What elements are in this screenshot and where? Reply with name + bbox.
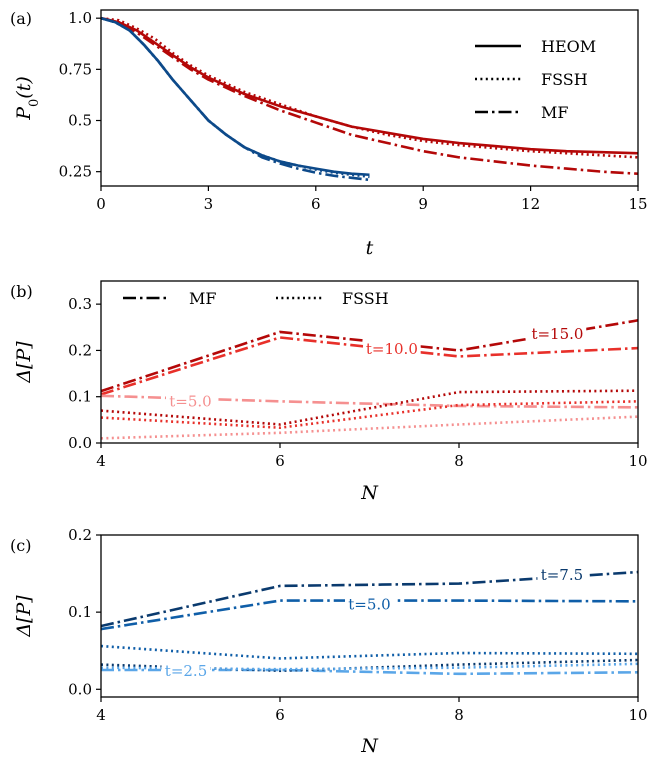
x-tick-label: 12 (521, 195, 540, 213)
x-tick-label: 10 (628, 452, 647, 470)
y-tick-label: 0.0 (68, 434, 92, 452)
series-line-dotted (101, 415, 638, 440)
panel-1: 4 6 8 10 0.0 0.1 0.2 0.3 N Δ[P] (b) t=5.0 t=10.0 t=15… (10, 280, 648, 504)
y-tick-label: 0.2 (68, 526, 92, 544)
series-line-dotted (101, 644, 638, 660)
panel-2: 4 6 8 10 0.0 0.1 0.2 N Δ[P] (c) t=2.5 t=5.0 t=7.5 (10, 526, 648, 757)
x-tick-label: 8 (454, 706, 464, 724)
x-tick-label: 6 (275, 706, 285, 724)
y-tick-label: 0.75 (59, 60, 92, 78)
legend-label: MF (541, 103, 568, 122)
annotation-label: t=7.5 (541, 566, 583, 584)
annotation-bg (166, 390, 215, 411)
legend-label: MF (189, 289, 216, 308)
series-line-dashdot (101, 16, 370, 182)
axes-frame (100, 9, 639, 187)
annotation-bg (363, 338, 421, 359)
x-tick-label: 8 (454, 452, 464, 470)
series-line-dotted (101, 389, 638, 426)
axes-frame (100, 534, 639, 698)
annotation-label: t=2.5 (165, 662, 207, 680)
x-axis-label: N (360, 735, 379, 757)
x-tick-label: 10 (628, 706, 647, 724)
annotation-label: t=5.0 (348, 595, 390, 613)
y-tick-label: 1.0 (68, 9, 92, 27)
legend: HEOM FSSH MF (475, 37, 596, 122)
legend: MF FSSH (123, 289, 389, 308)
annotation-label: t=5.0 (169, 392, 211, 410)
x-tick-label: 15 (628, 195, 647, 213)
y-tick-label: 0.25 (59, 163, 92, 181)
panel-label: (a) (10, 9, 32, 28)
annotation-bg (528, 323, 587, 344)
y-axis-label: Δ[P] (13, 341, 35, 384)
x-tick-label: 4 (96, 452, 106, 470)
x-tick-label: 3 (204, 195, 214, 213)
series-line-dashdot (101, 16, 638, 176)
legend-label: HEOM (541, 37, 596, 56)
x-tick-label: 0 (96, 195, 106, 213)
y-tick-label: 0.3 (68, 295, 92, 313)
y-tick-label: 0.5 (68, 112, 92, 130)
x-tick-label: 6 (275, 452, 285, 470)
y-axis-label: P0(t) (13, 76, 42, 121)
series-line-dotted (101, 16, 638, 159)
y-axis-label: Δ[P] (13, 595, 35, 638)
legend-label: FSSH (541, 70, 588, 89)
panel-label: (c) (10, 536, 31, 555)
y-tick-label: 0.1 (68, 388, 92, 406)
x-tick-label: 6 (311, 195, 321, 213)
y-tick-label: 0.1 (68, 603, 92, 621)
panel-label: (b) (10, 282, 33, 301)
annotation-label: t=10.0 (366, 340, 418, 358)
annotation-bg (345, 593, 394, 614)
x-axis-label: N (360, 482, 379, 504)
panel-0: 0 3 6 9 12 15 0.25 0.5 0.75 1.0 t P0(t) (a) HEOM FSSH M… (10, 9, 648, 259)
annotation-bg (161, 659, 211, 680)
x-tick-label: 9 (418, 195, 428, 213)
legend-label: FSSH (342, 289, 389, 308)
annotation-bg (537, 564, 587, 585)
series-line-dotted (101, 400, 638, 430)
axes-frame (100, 280, 639, 444)
y-tick-label: 0.0 (68, 680, 92, 698)
x-axis-label: t (366, 237, 374, 259)
annotation-label: t=15.0 (531, 325, 583, 343)
x-tick-label: 4 (96, 706, 106, 724)
y-tick-label: 0.2 (68, 341, 92, 359)
